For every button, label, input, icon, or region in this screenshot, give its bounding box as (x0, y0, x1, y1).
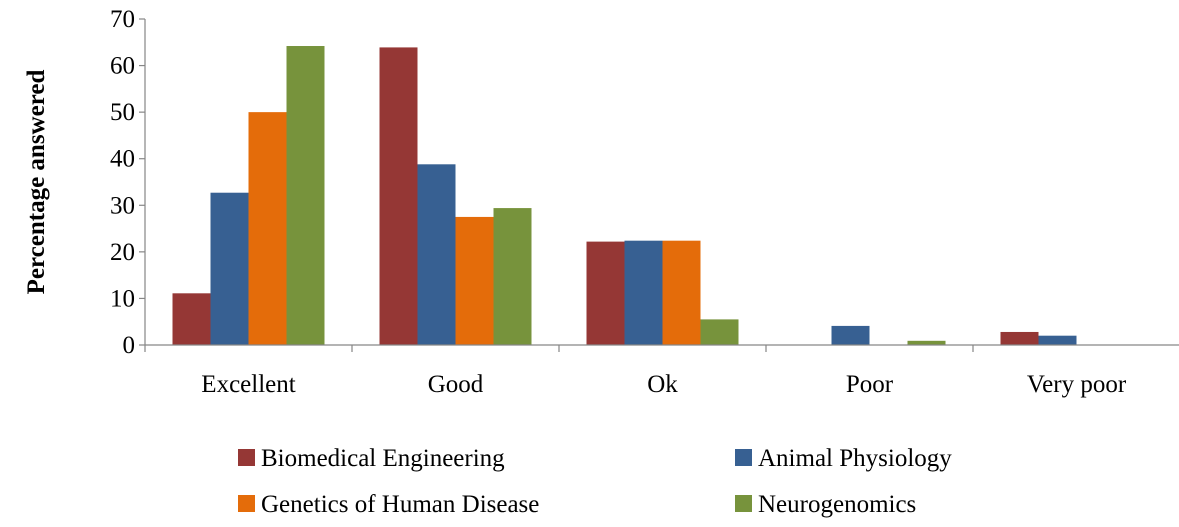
legend-label: Animal Physiology (758, 445, 952, 472)
x-tick-label: Very poor (1027, 371, 1127, 398)
bar-animal-physiology-good (417, 164, 456, 345)
legend-swatch (735, 449, 752, 466)
bar-biomedical-engineering-good (379, 47, 418, 345)
y-tick-label: 30 (110, 192, 135, 219)
x-tick-label: Excellent (201, 371, 295, 398)
bar-biomedical-engineering-ok (586, 241, 625, 345)
y-tick-label: 40 (110, 146, 135, 173)
legend-swatch (238, 449, 255, 466)
legend-label: Biomedical Engineering (261, 445, 505, 472)
legend-swatch (735, 495, 752, 512)
bar-animal-physiology-very-poor (1038, 335, 1077, 345)
bar-animal-physiology-poor (831, 325, 870, 345)
legend: Biomedical Engineering Animal Physiology G… (238, 445, 952, 518)
y-tick-label: 70 (110, 6, 135, 33)
x-tick-label: Ok (647, 371, 678, 398)
bar-genetics-of-human-disease-good (455, 216, 494, 345)
y-tick-label: 0 (123, 332, 136, 359)
bar-neurogenomics-poor (907, 340, 946, 345)
y-axis-title: Percentage answered (23, 70, 50, 295)
legend-label: Neurogenomics (758, 491, 916, 518)
x-tick-label: Poor (846, 371, 894, 398)
legend-swatch (238, 495, 255, 512)
bar-biomedical-engineering-very-poor (1000, 331, 1039, 345)
x-tick-label: Good (428, 371, 484, 398)
y-tick-label: 50 (110, 99, 135, 126)
y-tick-label: 20 (110, 239, 135, 266)
y-tick-label: 10 (110, 285, 135, 312)
bar-animal-physiology-excellent (210, 192, 249, 345)
legend-label: Genetics of Human Disease (261, 491, 539, 518)
bar-neurogenomics-good (493, 208, 532, 345)
bar-biomedical-engineering-excellent (172, 293, 211, 345)
y-tick-label: 60 (110, 53, 135, 80)
bar-genetics-of-human-disease-excellent (248, 112, 287, 345)
bar-animal-physiology-ok (624, 240, 663, 345)
bar-genetics-of-human-disease-ok (662, 240, 701, 345)
bar-neurogenomics-ok (700, 319, 739, 345)
plot-area: 0 10 20 30 40 50 60 70 Excellent Good Ok Poor Very p… (110, 6, 1179, 398)
bar-neurogenomics-excellent (286, 46, 325, 345)
